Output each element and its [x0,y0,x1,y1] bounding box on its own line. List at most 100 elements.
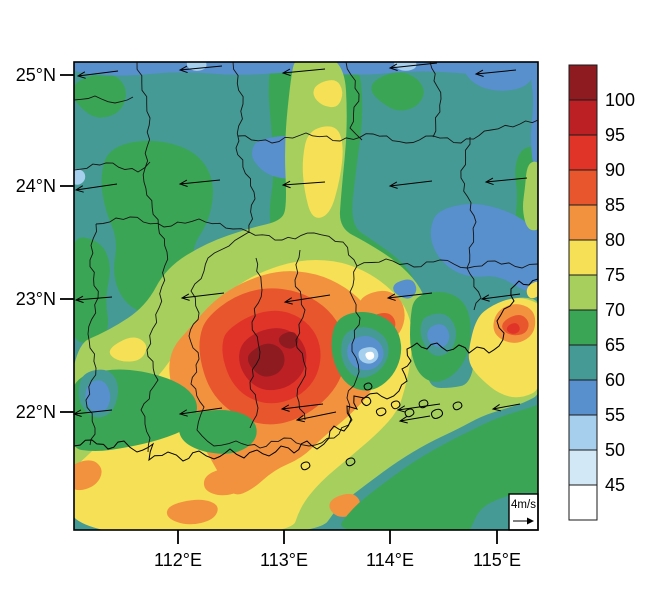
island-3 [390,400,401,410]
wind-arrow [178,65,223,74]
contour-region-blue-east [430,204,538,294]
wind-arrow [474,69,517,77]
contour-region-blue-coast-spot [85,380,111,413]
contour-region-orange-sea-1 [74,460,102,491]
boundary-b-nw-small [74,95,134,104]
contour-region-estuary-white [365,351,375,360]
colorbar-cell [568,134,598,171]
colorbar-cell [568,484,598,521]
contour-region-green-ne [371,72,424,111]
contour-region-blue-nw-estuary-spot [393,279,417,299]
boundary-b-ne-vert [429,62,442,138]
boundary-b-east-vert [460,137,482,311]
wind-arrow [280,403,324,412]
colorbar-tick-label: 55 [605,405,625,425]
wind-arrows [72,62,528,424]
wind-reference-legend: 4m/s [508,493,539,531]
colorbar-tick-label: 70 [605,300,625,320]
boundary-b-mid-horiz [95,216,250,233]
contour-region-paleblue-leftedge [74,168,86,185]
contour-region-blue-rightedge-top [531,62,538,176]
colorbar-cell [568,449,598,486]
colorbar-cell [568,414,598,451]
wind-arrow [396,403,441,413]
island-8 [300,461,311,471]
wind-reference-label: 4m/s [511,499,536,511]
coastline [74,278,538,471]
colorbar-tick-label: 80 [605,230,625,250]
colorbar-tick-label: 65 [605,335,625,355]
contour-region-red-right [506,323,520,334]
x-tick-label: 113°E [260,550,308,570]
wind-arrow [480,293,521,302]
boundary-b-delta-loop [188,231,361,449]
wind-arrow [295,411,337,423]
colorbar-tick-label: 45 [605,475,625,495]
wind-arrow [76,70,119,79]
wind-arrow [388,62,438,71]
wind-arrow [283,294,331,305]
colorbar-cell [568,239,598,276]
boundary-b-west-edge-vert [85,223,99,446]
colorbar-cell [568,99,598,136]
wind-arrow [178,179,221,187]
island-2 [375,407,387,417]
x-tick-label: 114°E [366,550,414,570]
contour-region-yellowgreen-rightedge [523,161,538,231]
wind-arrow [491,403,521,412]
boundary-b-delta-inner-1 [249,257,263,429]
y-tick-label: 25°N [16,65,56,85]
wind-arrow [178,407,223,417]
colorbar-tick-label: 95 [605,125,625,145]
coastline-path [74,278,538,462]
colorbar-tick-label: 100 [605,90,635,110]
island-4 [404,408,415,418]
y-tick-label: 23°N [16,289,56,309]
contour-region-yellow-finger-1 [313,80,343,108]
contour-region-darkest-core [247,343,285,377]
contour-field [74,62,538,530]
wind-arrow [180,292,225,301]
contour-region-coolpocket-blue [427,324,450,348]
contour-region-orange-sea-2 [203,468,249,496]
y-axis: 22°N 23°N 24°N 25°N [16,65,74,422]
contour-region-green-leftedge [74,237,110,344]
contour-region-green-topleft [74,74,126,118]
boundary-b-west-vertical [136,62,169,453]
contour-region-blue-ne-corner [462,62,534,91]
colorbar-cell [568,204,598,241]
y-tick-label: 22°N [16,402,56,422]
contour-region-yellow-rightedge-spot [526,281,538,299]
wind-arrow [388,180,433,189]
island-9 [430,408,444,419]
boundary-b-north-center [232,62,256,233]
contour-region-yellow-west-patch [109,337,147,362]
wind-arrow [281,68,326,77]
colorbar-cell [568,274,598,311]
colorbar-tick-label: 85 [605,195,625,215]
colorbar: 100 95 90 85 80 75 70 65 60 55 50 45 [568,64,635,521]
boundary-b-center-vert [345,62,363,141]
x-tick-label: 115°E [473,550,521,570]
colorbar-tick-label: 50 [605,440,625,460]
colorbar-tick-label: 60 [605,370,625,390]
boundary-b-long-horiz [237,119,538,144]
island-10 [452,401,463,411]
island-6 [363,382,373,391]
colorbar-cell [568,64,598,101]
colorbar-cell [568,344,598,381]
contour-region-yellow-finger-2 [302,126,343,218]
province-boundaries [74,62,538,453]
boundary-b-delta-inner-2 [294,249,307,421]
map-border [73,61,539,531]
wind-arrow [74,183,118,193]
contour-region-darkest-arm [278,331,299,349]
x-tick-label: 112°E [154,550,202,570]
reference-arrow-icon [527,517,534,525]
boundary-b-east-horiz [356,258,538,269]
contour-region-orange-sea-3 [166,499,218,525]
wind-arrow [398,415,431,424]
island-1 [361,396,372,407]
